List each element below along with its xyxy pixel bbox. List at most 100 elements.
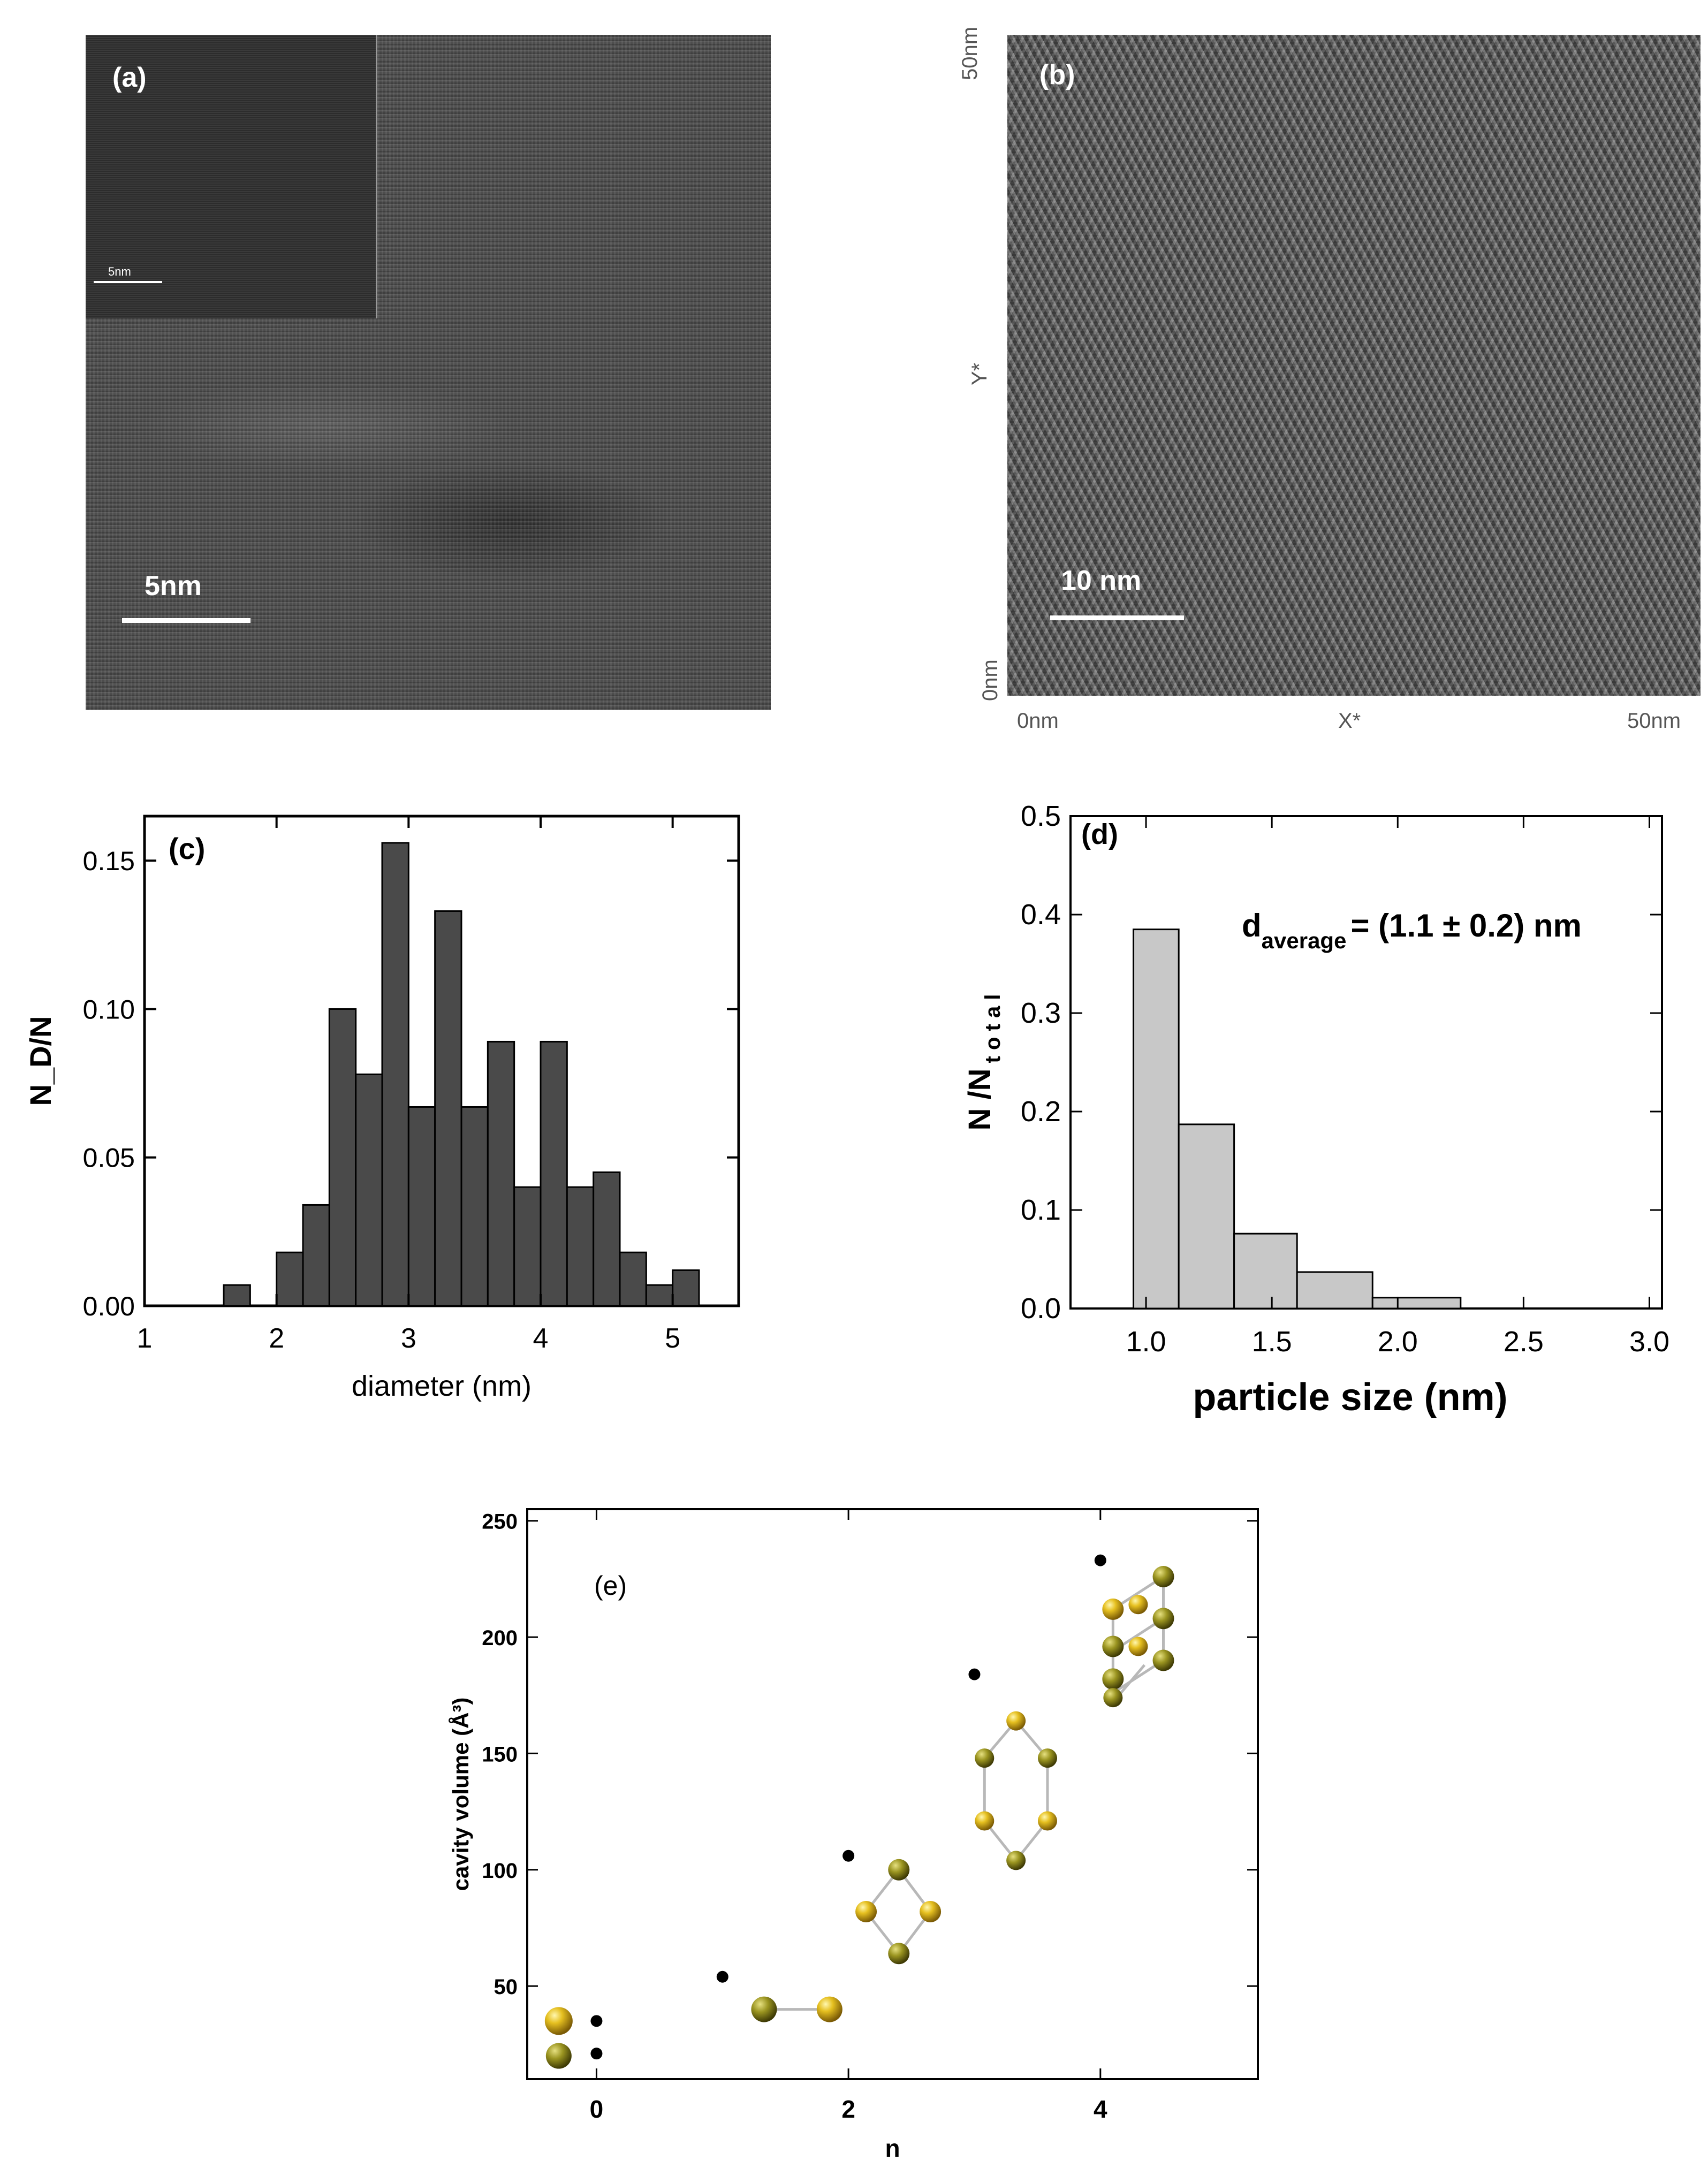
y-tick-label-d: 0.1 (1021, 1194, 1061, 1226)
y-tick-label-c: 0.10 (83, 994, 135, 1024)
sulfur-atom-icon (1128, 1595, 1148, 1615)
stm-image-b: (b) 10 nm (1007, 35, 1701, 696)
sulfur-atom-icon (975, 1811, 995, 1831)
y-axis-label-d: N /Nt o t a l (962, 994, 1005, 1131)
annotation-d: daverage = (1.1 ± 0.2) nm (1242, 908, 1582, 953)
x-tick-label-d: 2.0 (1378, 1326, 1418, 1358)
bar-c (513, 1186, 542, 1307)
bar-c (355, 1073, 383, 1307)
sulfur-atom-icon (751, 1996, 777, 2022)
bar-c (566, 1186, 595, 1307)
x-tick-label-c: 4 (533, 1323, 549, 1354)
bar-c (540, 1040, 568, 1307)
axis-y-bottom-b: 0nm (978, 659, 1002, 701)
sulfur-atom-icon (544, 2007, 573, 2035)
x-tick-label-d: 1.5 (1252, 1326, 1292, 1358)
x-tick-label-d: 1.0 (1126, 1326, 1166, 1358)
y-tick-label-d: 0.4 (1021, 899, 1061, 931)
bar-c (593, 1171, 621, 1307)
axis-x-mid-b: X* (1338, 709, 1361, 733)
y-axis-label-c: N_D/N (24, 1016, 57, 1106)
bar-d (1178, 1123, 1235, 1310)
x-tick-label-c: 1 (137, 1323, 153, 1354)
y-tick-label-d: 0.5 (1021, 800, 1061, 832)
data-point-e (590, 2015, 603, 2027)
sulfur-atom-icon (1152, 1608, 1174, 1630)
y-tick-label-e: 50 (494, 1975, 518, 1999)
y-tick-label-e: 200 (482, 1626, 518, 1650)
y-tick-label-c: 0.05 (83, 1143, 135, 1173)
bar-c (434, 910, 462, 1307)
y-axis-label-e: cavity volume (Å³) (448, 1698, 473, 1891)
x-tick-label-d: 2.5 (1504, 1326, 1544, 1358)
x-tick-label-c: 3 (401, 1323, 416, 1354)
bar-c (276, 1251, 304, 1307)
x-axis-label-c: diameter (nm) (352, 1370, 532, 1402)
x-tick-label-c: 2 (269, 1323, 284, 1354)
bar-c (302, 1204, 330, 1307)
inset-scale-bar-label: 5nm (108, 265, 131, 278)
sulfur-atom-icon (1037, 1811, 1057, 1831)
data-point-e (1094, 1554, 1106, 1566)
inset-scale-bar (94, 281, 162, 283)
axis-x-left-b: 0nm (1017, 709, 1059, 733)
sulfur-atom-icon (1006, 1851, 1026, 1870)
y-tick-label-e: 150 (482, 1743, 518, 1766)
sulfur-atom-icon (1102, 1635, 1124, 1657)
data-point-e (968, 1668, 981, 1680)
sulfur-atom-icon (888, 1943, 910, 1965)
sulfur-atom-icon (920, 1901, 942, 1923)
panel-label-b: (b) (1039, 59, 1075, 90)
bar-c (672, 1269, 700, 1307)
sulfur-atom-icon (1128, 1637, 1148, 1656)
x-axis-label-d: particle size (nm) (1193, 1376, 1507, 1419)
stm-image-a: 5nm (a) 5nm (86, 35, 771, 710)
x-axis-label-e: n (885, 2134, 900, 2162)
bar-d (1296, 1271, 1373, 1310)
sulfur-atom-icon (1102, 1668, 1124, 1690)
histogram-c: 1 2 3 4 5 0.00 0.05 0.10 0.15 (c) diameter (nm) N_D… (24, 815, 740, 1402)
bar-c (407, 1106, 436, 1307)
scale-bar-label-b: 10 nm (1061, 565, 1142, 596)
sulfur-atom-icon (1152, 1649, 1174, 1671)
y-tick-label-d: 0.3 (1021, 997, 1061, 1029)
x-tick-label-c: 5 (665, 1323, 680, 1354)
axis-y-mid-b: Y* (968, 362, 991, 385)
sulfur-atom-icon (545, 2043, 572, 2069)
bar-c (460, 1106, 489, 1307)
bar-d (1371, 1297, 1462, 1310)
data-point-e (590, 2048, 603, 2060)
y-tick-label-d: 0.2 (1021, 1095, 1061, 1128)
scale-bar-label-a: 5nm (145, 570, 202, 602)
data-point-e (716, 1970, 728, 1983)
data-point-e (842, 1850, 855, 1862)
sulfur-atom-icon (1037, 1748, 1057, 1768)
sulfur-atom-icon (1103, 1688, 1123, 1708)
panel-label-a: (a) (112, 62, 147, 93)
axis-x-right-b: 50nm (1627, 709, 1681, 733)
y-tick-label-e: 250 (482, 1510, 518, 1534)
x-tick-label-e: 2 (841, 2095, 855, 2123)
sulfur-atom-icon (888, 1859, 910, 1881)
sulfur-atom-icon (855, 1901, 877, 1923)
x-tick-label-e: 4 (1094, 2095, 1107, 2123)
plot-frame-e (526, 1508, 1259, 2080)
bar-c (381, 842, 409, 1307)
stm-texture-b (1007, 35, 1701, 696)
histogram-d: 1.0 1.5 2.0 2.5 3.0 0.0 0.1 0.2 0.3 0.4 0.5 (d) dave… (962, 800, 1669, 1419)
sulfur-atom-icon (1152, 1566, 1174, 1588)
bar-c (223, 1284, 251, 1307)
bar-c (328, 1008, 357, 1307)
x-tick-label-d: 3.0 (1629, 1326, 1669, 1358)
sulfur-atom-icon (816, 1996, 842, 2022)
scatter-e: 0 2 4 50 100 150 200 250 (e) n cavity volume (Å³) (448, 1508, 1259, 2162)
sulfur-atom-icon (975, 1748, 995, 1768)
bar-c (487, 1040, 515, 1307)
bar-c (645, 1284, 674, 1307)
y-tick-label-c: 0.15 (83, 846, 135, 876)
bar-c (619, 1251, 647, 1307)
y-tick-label-d: 0.0 (1021, 1292, 1061, 1325)
y-tick-label-e: 100 (482, 1859, 518, 1883)
panel-label-c: (c) (169, 832, 205, 865)
panel-label-d: (d) (1081, 818, 1118, 850)
